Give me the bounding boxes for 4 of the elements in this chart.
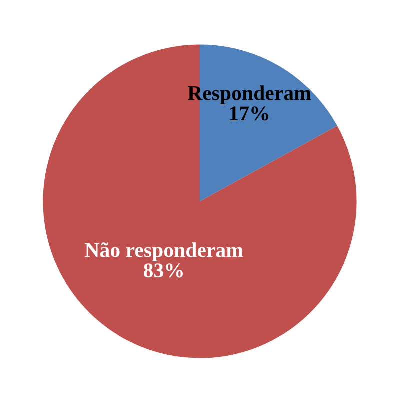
slice-label: Não responderam: [85, 242, 244, 262]
data-label: 83%: [144, 264, 183, 278]
pie-slice: [43, 44, 357, 358]
data-label: 17%: [230, 106, 268, 121]
